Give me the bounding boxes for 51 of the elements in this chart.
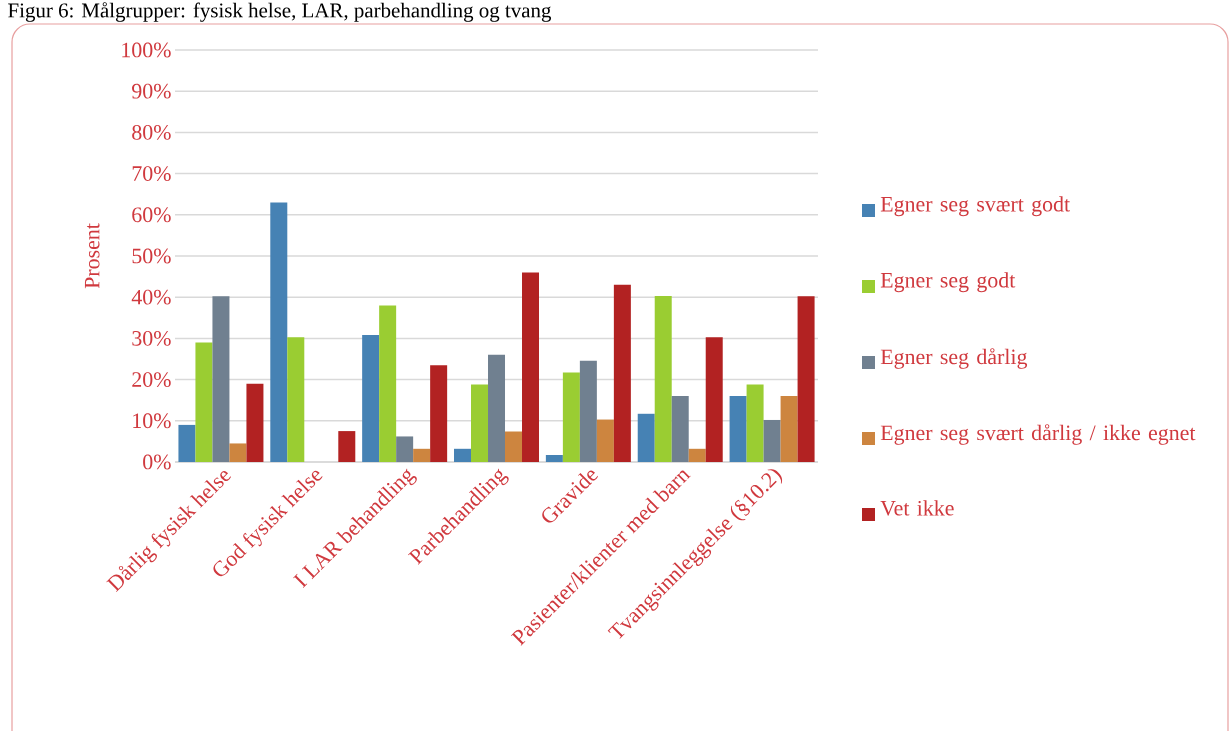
bar [270, 202, 288, 462]
legend-label: Egner seg svært dårlig / ikke egnet [880, 424, 1196, 445]
y-tick-label: 20% [132, 372, 171, 388]
bar [688, 448, 706, 462]
bar [729, 396, 747, 462]
bar [746, 384, 764, 462]
bar [613, 284, 631, 462]
bar [637, 413, 655, 462]
bar [212, 296, 230, 462]
bar [763, 419, 781, 462]
bar [178, 424, 196, 462]
bar [195, 342, 213, 462]
y-tick-label: 40% [131, 289, 171, 305]
bar [338, 431, 356, 462]
bar [430, 365, 448, 462]
y-tick-label: 30% [132, 330, 171, 346]
bar [396, 436, 414, 462]
y-tick-label: 90% [132, 83, 171, 99]
bar [379, 305, 397, 462]
legend-label: Egner seg godt [880, 272, 1016, 293]
y-tick-label: 70% [132, 166, 171, 182]
y-tick-label: 80% [132, 124, 171, 140]
bar [471, 384, 489, 462]
bar [522, 272, 540, 462]
bar [705, 337, 723, 462]
bar [287, 337, 305, 462]
bar [229, 443, 247, 462]
bar [562, 372, 580, 462]
bar [545, 454, 563, 462]
y-tick-label: 50% [132, 248, 171, 264]
chart-title: Figur 6: Målgrupper: fysisk helse, LAR, parbehandling og tvang [8, 2, 552, 22]
y-tick-label: 0% [143, 454, 171, 470]
bar [505, 431, 523, 462]
bar [780, 396, 798, 462]
bar [596, 419, 614, 462]
bar [797, 296, 815, 462]
y-axis-title: Prosent [84, 223, 100, 289]
bar [246, 383, 264, 462]
bar [362, 335, 380, 462]
legend-label: Egner seg svært godt [880, 196, 1070, 217]
bar [654, 295, 672, 462]
y-tick-label: 10% [133, 413, 171, 429]
bar [488, 354, 506, 462]
bar [413, 448, 431, 462]
bar [454, 448, 472, 462]
y-tick-label: 60% [132, 207, 171, 223]
legend-label: Egner seg dårlig [880, 348, 1028, 369]
legend-label: Vet ikke [880, 500, 954, 516]
bar [671, 396, 689, 462]
bar [579, 360, 597, 462]
y-tick-label: 100% [122, 42, 171, 58]
